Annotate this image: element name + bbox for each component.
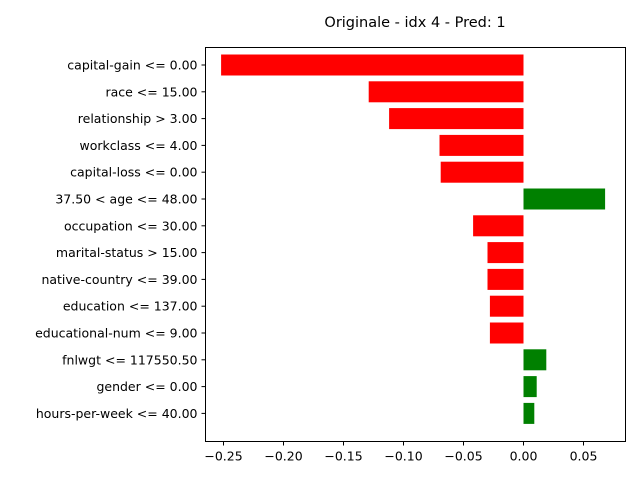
bar-2 [389, 108, 524, 130]
y-tick-label-13: hours-per-week <= 40.00 [36, 406, 198, 421]
x-tick-label-0: −0.25 [204, 449, 242, 464]
chart-title: Originale - idx 4 - Pred: 1 [324, 15, 505, 31]
y-tick-label-4: capital-loss <= 0.00 [70, 165, 197, 180]
y-tick-label-9: education <= 137.00 [63, 299, 198, 314]
bar-12 [523, 376, 537, 398]
x-tick-label-5: 0.00 [510, 449, 538, 464]
y-tick-label-5: 37.50 < age <= 48.00 [55, 192, 197, 207]
bar-0 [221, 54, 524, 76]
x-tick-label-2: −0.15 [324, 449, 362, 464]
bar-13 [523, 402, 535, 424]
y-tick-labels: capital-gain <= 0.00 race <= 15.00 relatio… [35, 58, 206, 421]
x-tick-label-3: −0.10 [384, 449, 422, 464]
bars-group [221, 54, 606, 424]
bar-7 [487, 242, 524, 264]
bar-8 [487, 268, 524, 290]
y-tick-label-10: educational-num <= 9.00 [35, 326, 197, 341]
x-tick-label-6: 0.05 [570, 449, 598, 464]
y-tick-label-6: occupation <= 30.00 [64, 218, 198, 233]
y-tick-label-1: race <= 15.00 [105, 84, 197, 99]
bar-9 [489, 295, 524, 317]
y-tick-label-2: relationship > 3.00 [78, 111, 198, 126]
y-tick-label-12: gender <= 0.00 [96, 379, 197, 394]
plot-frame [205, 47, 626, 442]
y-tick-label-8: native-country <= 39.00 [41, 272, 197, 287]
bar-11 [523, 349, 547, 371]
x-axis: −0.25 −0.20 −0.15 −0.10 −0.05 0.00 0.05 [204, 441, 598, 464]
y-tick-label-11: fnlwgt <= 117550.50 [62, 352, 197, 367]
bar-10 [489, 322, 524, 344]
x-tick-label-4: −0.05 [444, 449, 482, 464]
bar-3 [439, 134, 524, 156]
y-tick-label-0: capital-gain <= 0.00 [67, 58, 197, 73]
y-tick-label-7: marital-status > 15.00 [56, 245, 198, 260]
x-tick-label-1: −0.20 [264, 449, 302, 464]
y-tick-label-3: workclass <= 4.00 [79, 138, 197, 153]
bar-1 [368, 81, 524, 103]
bar-6 [473, 215, 524, 237]
bar-4 [440, 161, 524, 183]
bar-5 [523, 188, 606, 210]
